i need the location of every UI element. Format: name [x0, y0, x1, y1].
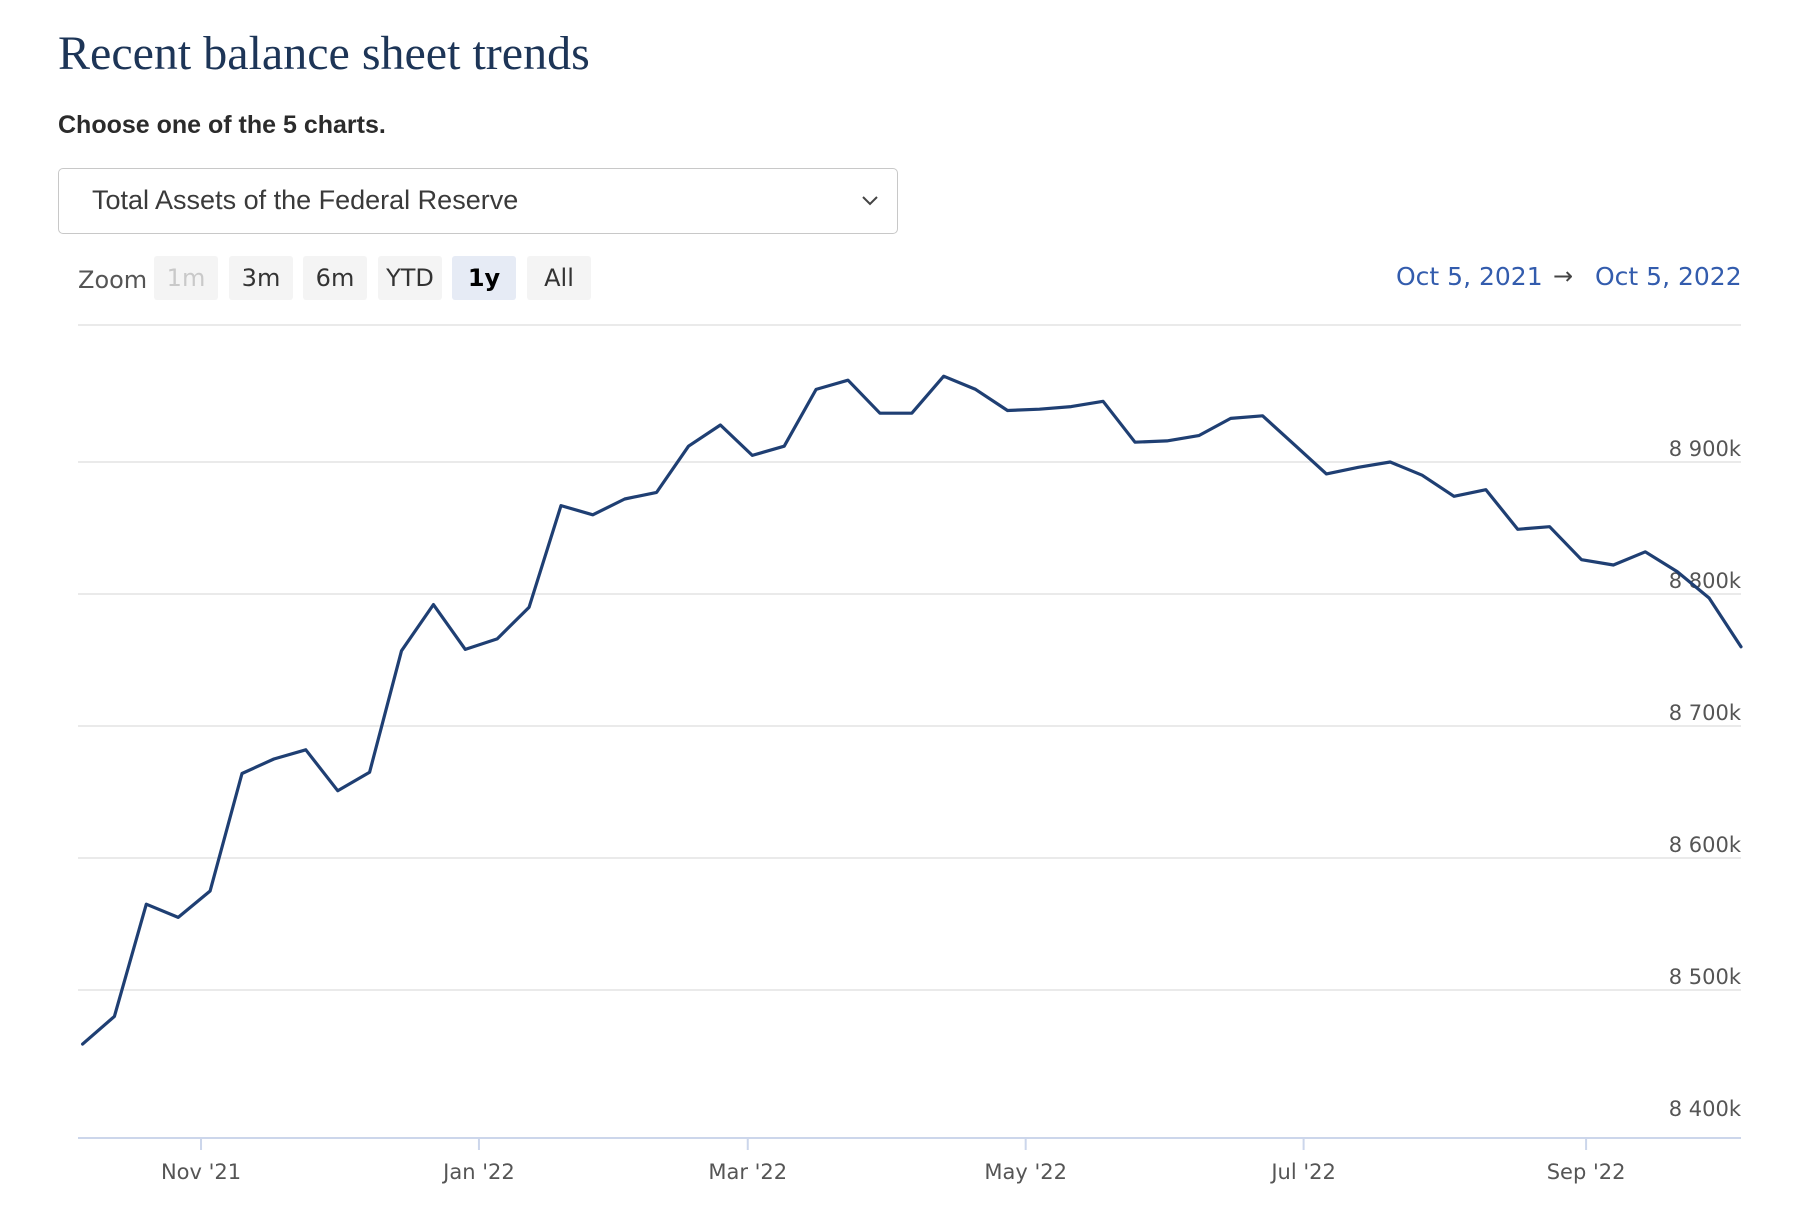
- chart-select[interactable]: Total Assets of the Federal Reserve: [58, 168, 898, 234]
- x-tick-label: May '22: [984, 1160, 1067, 1184]
- data-point: [1356, 465, 1360, 469]
- data-point: [655, 490, 659, 494]
- data-point: [974, 387, 978, 391]
- range-arrow: →: [1553, 262, 1574, 290]
- data-point: [910, 411, 914, 415]
- data-point: [814, 387, 818, 391]
- y-tick-label: 8 600k: [1669, 833, 1742, 857]
- data-point: [750, 453, 754, 457]
- data-point: [400, 649, 404, 653]
- x-tick-label: Jan '22: [441, 1160, 515, 1184]
- data-point: [878, 411, 882, 415]
- chart-chooser-label: Choose one of the 5 charts.: [58, 111, 386, 139]
- data-point: [431, 603, 435, 607]
- data-point: [304, 748, 308, 752]
- range-from-date[interactable]: Oct 5, 2021: [1396, 262, 1543, 291]
- data-point: [1580, 558, 1584, 562]
- zoom-button-1y[interactable]: 1y: [452, 256, 516, 300]
- data-point: [1324, 472, 1328, 476]
- data-point: [846, 378, 850, 382]
- data-point: [718, 423, 722, 427]
- page-title: Recent balance sheet trends: [58, 27, 590, 80]
- data-point: [1165, 439, 1169, 443]
- data-point: [623, 497, 627, 501]
- data-point: [1739, 645, 1743, 649]
- data-point: [112, 1014, 116, 1018]
- data-point: [1069, 405, 1073, 409]
- data-point: [463, 647, 467, 651]
- data-point: [1133, 440, 1137, 444]
- data-point: [1548, 525, 1552, 529]
- range-to-date[interactable]: Oct 5, 2022: [1595, 262, 1742, 291]
- data-point: [1420, 473, 1424, 477]
- zoom-button-6m[interactable]: 6m: [303, 256, 367, 300]
- data-point: [368, 770, 372, 774]
- data-point: [336, 789, 340, 793]
- data-point: [208, 889, 212, 893]
- data-point: [591, 513, 595, 517]
- data-point: [1388, 460, 1392, 464]
- zoom-button-1m[interactable]: 1m: [154, 256, 218, 300]
- data-point: [1611, 563, 1615, 567]
- data-point: [559, 504, 563, 508]
- data-point: [1037, 407, 1041, 411]
- data-point: [1101, 399, 1105, 403]
- zoom-button-3m[interactable]: 3m: [229, 256, 293, 300]
- zoom-button-all[interactable]: All: [527, 256, 591, 300]
- data-point: [1675, 570, 1679, 574]
- data-point: [176, 915, 180, 919]
- data-point: [1516, 527, 1520, 531]
- data-point: [240, 772, 244, 776]
- data-point: [1643, 550, 1647, 554]
- data-point: [495, 637, 499, 641]
- data-point: [1006, 409, 1010, 413]
- data-point: [272, 757, 276, 761]
- y-tick-label: 8 400k: [1669, 1097, 1742, 1121]
- chevron-down-icon: [862, 196, 878, 206]
- data-point: [1229, 416, 1233, 420]
- data-point: [687, 444, 691, 448]
- x-tick-label: Jul '22: [1269, 1160, 1336, 1184]
- data-point: [1452, 494, 1456, 498]
- data-point: [1293, 443, 1297, 447]
- y-tick-label: 8 700k: [1669, 701, 1742, 725]
- series-line: [80, 374, 1743, 1046]
- data-point: [1197, 434, 1201, 438]
- data-point: [144, 902, 148, 906]
- data-point: [782, 444, 786, 448]
- y-tick-label: 8 500k: [1669, 965, 1742, 989]
- data-point: [942, 374, 946, 378]
- x-tick-label: Sep '22: [1547, 1160, 1626, 1184]
- data-point: [1484, 488, 1488, 492]
- data-point: [1261, 414, 1265, 418]
- zoom-label: Zoom: [78, 266, 148, 294]
- data-point: [527, 605, 531, 609]
- data-point: [81, 1042, 85, 1046]
- zoom-button-ytd[interactable]: YTD: [378, 256, 442, 300]
- chart-select-value: Total Assets of the Federal Reserve: [92, 185, 519, 215]
- x-tick-label: Nov '21: [161, 1160, 241, 1184]
- y-tick-label: 8 900k: [1669, 437, 1742, 461]
- data-point: [1707, 596, 1711, 600]
- x-tick-label: Mar '22: [708, 1160, 787, 1184]
